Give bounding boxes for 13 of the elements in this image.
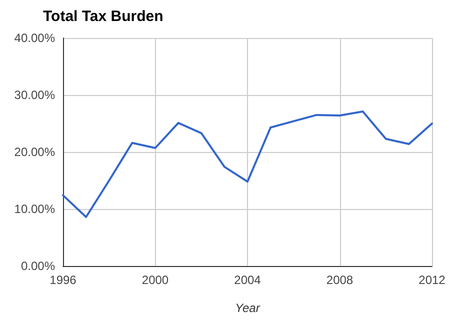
y-tick-label: 20.00% [14, 145, 56, 159]
x-tick-label: 2012 [418, 273, 446, 287]
x-tick-label: 2000 [142, 273, 169, 287]
chart-title: Total Tax Burden [43, 8, 164, 25]
y-tick-label: 30.00% [14, 88, 56, 102]
x-axis-title: Year [235, 301, 261, 315]
x-tick-label: 2008 [326, 273, 354, 287]
line-series [62, 110, 433, 218]
y-tick-label: 40.00% [14, 31, 56, 45]
y-tick-label: 10.00% [14, 202, 56, 216]
y-tick-label: 0.00% [20, 259, 56, 273]
x-tick-label: 1996 [50, 273, 77, 287]
x-tick-label: 2004 [234, 273, 262, 287]
